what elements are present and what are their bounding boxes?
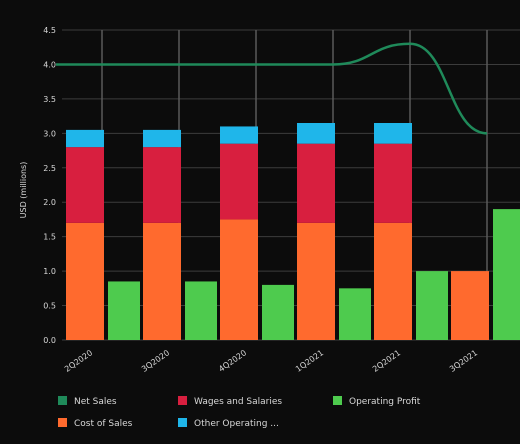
bar-cost-of-sales[interactable]: [374, 222, 412, 340]
x-tick-label: 3Q2020: [140, 348, 171, 374]
y-tick-label: 3.0: [43, 129, 56, 138]
bar-cost-of-sales[interactable]: [451, 271, 489, 340]
bar-operating-profit[interactable]: [416, 271, 448, 340]
x-axis: 2Q2020 3Q2020 4Q2020 1Q2021 2Q2021 3Q2021: [63, 348, 479, 374]
y-tick-label: 4.5: [43, 26, 56, 35]
legend: Net Sales Wages and Salaries Operating Pro…: [58, 396, 421, 429]
legend-label[interactable]: Wages and Salaries: [194, 397, 282, 407]
x-tick-label: 1Q2021: [294, 348, 325, 374]
bar-other-operating[interactable]: [297, 123, 335, 144]
legend-label[interactable]: Operating Profit: [349, 397, 421, 407]
legend-label[interactable]: Cost of Sales: [74, 419, 133, 429]
y-tick-label: 2.5: [43, 164, 56, 173]
bar-wages-and-salaries[interactable]: [374, 143, 412, 223]
bar-operating-profit[interactable]: [185, 281, 217, 340]
bar-other-operating[interactable]: [143, 129, 181, 148]
bar-wages-and-salaries[interactable]: [297, 143, 335, 223]
bar-operating-profit[interactable]: [262, 284, 294, 340]
y-tick-label: 3.5: [43, 95, 56, 104]
legend-swatch: [178, 396, 187, 405]
legend-label[interactable]: Other Operating ...: [194, 419, 279, 429]
bar-wages-and-salaries[interactable]: [143, 147, 181, 223]
bar-other-operating[interactable]: [220, 126, 258, 144]
bar-operating-profit[interactable]: [339, 288, 371, 340]
y-tick-label: 2.0: [43, 198, 56, 207]
y-axis: 0.0 0.5 1.0 1.5 2.0 2.5 3.0 3.5 4.0 4.5: [43, 26, 56, 345]
y-tick-label: 1.0: [43, 267, 56, 276]
legend-label[interactable]: Net Sales: [74, 397, 117, 407]
bar-cost-of-sales[interactable]: [220, 219, 258, 340]
bar-wages-and-salaries[interactable]: [220, 143, 258, 220]
bar-other-operating[interactable]: [66, 129, 104, 148]
bar-cost-of-sales[interactable]: [143, 222, 181, 340]
y-tick-label: 4.0: [43, 60, 56, 69]
line-group: [56, 42, 488, 135]
x-tick-label: 4Q2020: [217, 348, 248, 374]
legend-swatch: [333, 396, 342, 405]
bar-operating-profit[interactable]: [108, 281, 140, 340]
legend-swatch: [178, 418, 187, 427]
y-tick-label: 0.0: [43, 336, 56, 345]
x-tick-label: 3Q2021: [448, 348, 479, 374]
line-net-sales[interactable]: [56, 42, 488, 135]
bar-cost-of-sales[interactable]: [66, 222, 104, 340]
y-tick-label: 1.5: [43, 233, 56, 242]
legend-swatch: [58, 418, 67, 427]
y-tick-label: 0.5: [43, 302, 56, 311]
bar-other-operating[interactable]: [374, 123, 412, 144]
x-tick-label: 2Q2021: [371, 348, 402, 374]
x-tick-label: 2Q2020: [63, 348, 94, 374]
legend-swatch: [58, 396, 67, 405]
bar-wages-and-salaries[interactable]: [66, 147, 104, 223]
bar-cost-of-sales[interactable]: [297, 222, 335, 340]
bar-operating-profit[interactable]: [493, 209, 520, 340]
y-axis-label: USD (millions): [19, 162, 28, 219]
bar-group: [66, 123, 520, 340]
